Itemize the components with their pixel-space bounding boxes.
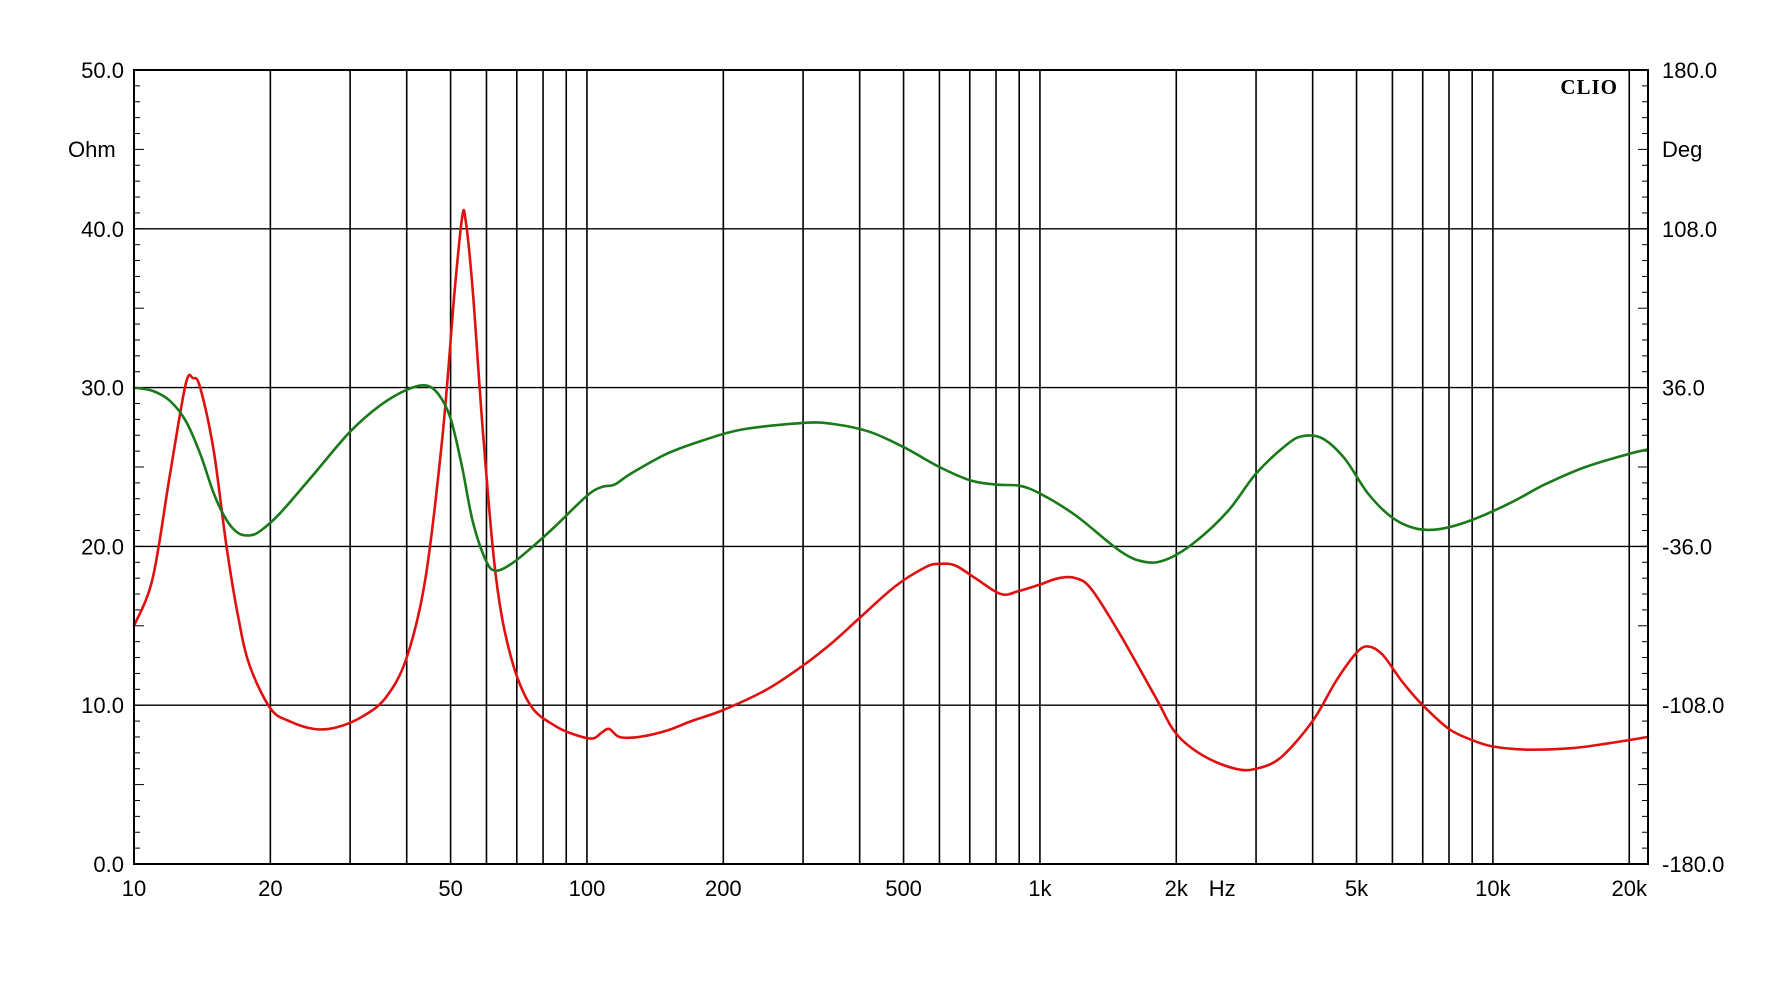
right-tick-label: -108.0 [1662,693,1724,718]
series-lines [132,208,1650,772]
x-tick-label: 2k [1165,876,1189,901]
impedance-line [132,208,1650,772]
x-tick-label: 10 [122,876,146,901]
right-tick-label: -36.0 [1662,534,1712,559]
left-tick-label: 50.0 [81,58,124,83]
left-tick-label: 10.0 [81,693,124,718]
right-tick-label: 36.0 [1662,376,1705,401]
brand-logo-text: CLIO [1560,75,1618,99]
right-axis-label: Deg [1662,137,1702,162]
grid-minor [269,70,1631,864]
phase-line [132,383,1650,573]
right-axis-ticks: -180.0 -108.0 -36.0 36.0 108.0 180.0 [1638,58,1724,877]
x-tick-label: 500 [885,876,922,901]
left-tick-label: 20.0 [81,534,124,559]
right-tick-label: -180.0 [1662,852,1724,877]
x-tick-label: 50 [438,876,462,901]
left-tick-label: 0.0 [93,852,124,877]
left-axis-ticks: 0.0 10.0 20.0 30.0 40.0 50.0 [81,58,144,877]
x-tick-label: 1k [1028,876,1052,901]
x-tick-label: 20k [1612,876,1648,901]
right-tick-label: 180.0 [1662,58,1717,83]
x-tick-label: 200 [705,876,742,901]
x-axis-ticks: 10 20 50 100 200 500 1k 2k 5k 10k 20k [122,876,1648,901]
grid-major [134,228,1648,706]
left-tick-label: 30.0 [81,376,124,401]
x-tick-label: 20 [258,876,282,901]
x-axis-label: Hz [1209,876,1236,901]
left-tick-label: 40.0 [81,217,124,242]
plot-frame [133,69,1649,865]
right-tick-label: 108.0 [1662,217,1717,242]
x-tick-label: 5k [1345,876,1369,901]
x-tick-label: 100 [569,876,606,901]
left-axis-label: Ohm [68,137,116,162]
x-tick-label: 10k [1475,876,1511,901]
